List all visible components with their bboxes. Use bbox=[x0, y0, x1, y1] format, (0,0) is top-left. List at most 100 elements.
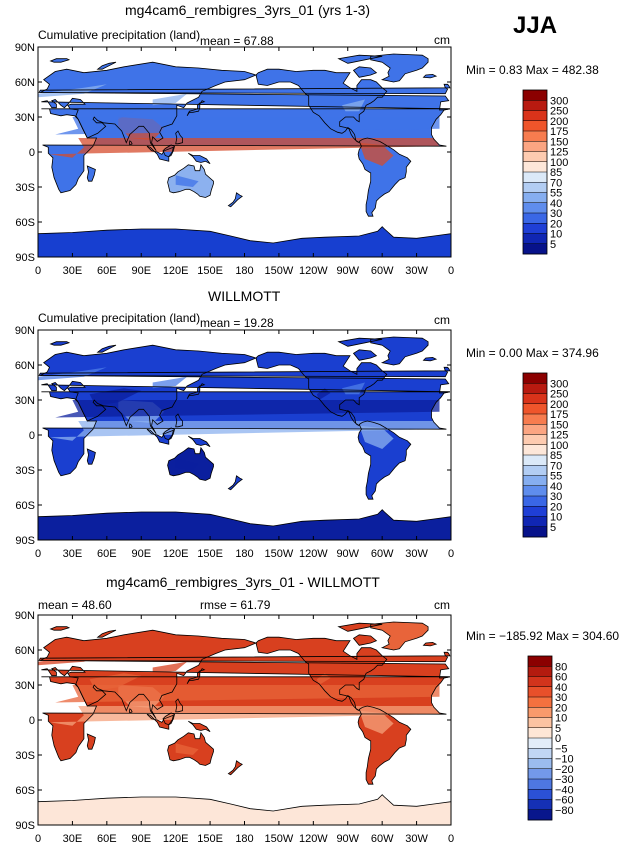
panel-2-title: WILLMOTT bbox=[208, 288, 281, 304]
colorbar-label: 10 bbox=[555, 713, 567, 725]
lat-tick-label: 30S bbox=[15, 465, 35, 477]
colorbar-swatch bbox=[523, 172, 547, 183]
lat-tick-label: 60S bbox=[15, 500, 35, 512]
colorbar-swatch bbox=[523, 403, 547, 415]
lon-tick-label: 30W bbox=[405, 265, 428, 277]
coastline-antarctica bbox=[38, 226, 451, 257]
lon-tick-label: 120E bbox=[163, 548, 189, 560]
colorbar-swatch bbox=[523, 393, 547, 405]
lat-tick-label: 0 bbox=[29, 147, 35, 159]
land-uk bbox=[39, 652, 450, 662]
coastline-uk bbox=[38, 83, 451, 95]
colorbar-swatch bbox=[523, 455, 547, 466]
field-region-arid bbox=[89, 673, 142, 691]
land-novaya bbox=[97, 62, 116, 70]
colorbar-label: −60 bbox=[555, 795, 574, 807]
colorbar-swatch bbox=[528, 686, 552, 698]
lon-tick-label: 150E bbox=[197, 548, 223, 560]
coastline-iceland bbox=[422, 356, 438, 362]
lon-tick-label: 60W bbox=[371, 548, 394, 560]
coastline-indonesia bbox=[146, 428, 174, 445]
field-region-arid bbox=[175, 175, 199, 187]
colorbar-swatch bbox=[528, 789, 552, 800]
colorbar-swatch bbox=[528, 666, 552, 677]
lat-tick-label: 30N bbox=[15, 112, 35, 124]
coastline-newguinea bbox=[188, 435, 211, 448]
lon-tick-label: 150W bbox=[265, 833, 294, 845]
colorbar-swatch bbox=[523, 100, 547, 111]
lat-tick-label: 90N bbox=[15, 610, 35, 622]
field-region-wet_tropics bbox=[49, 421, 440, 441]
lat-tick-label: 60N bbox=[15, 645, 35, 657]
lat-tick-label: 90S bbox=[15, 820, 35, 832]
coastline-svalbard bbox=[49, 626, 71, 631]
colorbar-label: 150 bbox=[550, 136, 568, 148]
colorbar-swatch bbox=[523, 120, 547, 132]
colorbar-swatch bbox=[523, 475, 547, 487]
colorbar-swatch bbox=[523, 110, 547, 122]
lon-tick-label: 60E bbox=[97, 265, 117, 277]
lon-tick-label: 180 bbox=[235, 265, 253, 277]
colorbar-swatch bbox=[523, 141, 547, 152]
coastline-newguinea bbox=[188, 152, 211, 165]
coastline-novaya bbox=[96, 344, 117, 353]
lon-tick-label: 120E bbox=[163, 265, 189, 277]
colorbar-label: 20 bbox=[550, 218, 562, 230]
colorbar-label: 100 bbox=[550, 157, 568, 169]
land-antarctica bbox=[38, 509, 451, 540]
lat-tick-label: 30S bbox=[15, 182, 35, 194]
field-region-mid bbox=[38, 84, 107, 98]
panel-1-minmax: Min = 0.83 Max = 482.38 bbox=[466, 63, 599, 77]
lon-tick-label: 180 bbox=[235, 833, 253, 845]
field-region-mid bbox=[342, 382, 365, 395]
colorbar-swatch bbox=[528, 768, 552, 780]
coastline-africa bbox=[41, 391, 450, 477]
coastline-newguinea bbox=[188, 720, 211, 733]
colorbar-label: −30 bbox=[555, 774, 574, 786]
lon-tick-label: 0 bbox=[35, 833, 41, 845]
colorbar-swatch bbox=[523, 223, 547, 234]
lon-tick-label: 120E bbox=[163, 833, 189, 845]
coastline-greenland bbox=[370, 336, 429, 366]
land-greenland bbox=[370, 337, 429, 365]
land-eurasia bbox=[40, 630, 450, 719]
field-region-arid bbox=[55, 117, 440, 135]
colorbar-label: 40 bbox=[550, 198, 562, 210]
colorbar-label: 55 bbox=[550, 188, 562, 200]
colorbar-swatch bbox=[523, 202, 547, 214]
coastline-borneo bbox=[162, 712, 175, 726]
colorbar-label: 55 bbox=[550, 471, 562, 483]
lon-tick-label: 150W bbox=[265, 265, 294, 277]
panel-1-mean: mean = 67.88 bbox=[200, 34, 274, 48]
coastline-namerica bbox=[255, 351, 388, 427]
coastline-uk bbox=[38, 366, 451, 378]
colorbar-label: 30 bbox=[555, 692, 567, 704]
coastline-baffin bbox=[352, 634, 378, 646]
lat-tick-label: 30N bbox=[15, 680, 35, 692]
colorbar-label: 100 bbox=[550, 440, 568, 452]
lon-tick-label: 0 bbox=[35, 265, 41, 277]
field-region-arid bbox=[55, 400, 440, 418]
coastline-antarctica bbox=[38, 794, 451, 825]
colorbar-label: 20 bbox=[555, 702, 567, 714]
lon-tick-label: 150E bbox=[197, 265, 223, 277]
field-region-arid bbox=[316, 388, 331, 400]
lon-tick-label: 90E bbox=[131, 833, 151, 845]
lon-tick-label: 0 bbox=[448, 548, 454, 560]
colorbar-label: 5 bbox=[550, 522, 556, 534]
colorbar-swatch bbox=[523, 444, 547, 456]
lon-tick-label: 60E bbox=[97, 548, 117, 560]
colorbar-label: 250 bbox=[550, 389, 568, 401]
colorbar-label: 150 bbox=[550, 419, 568, 431]
colorbar-swatch bbox=[523, 161, 547, 173]
coastline-iceland bbox=[422, 73, 438, 79]
panel-2-mean: mean = 19.28 bbox=[200, 316, 274, 330]
colorbar-swatch bbox=[523, 233, 547, 245]
colorbar-swatch bbox=[523, 414, 547, 425]
coastline-ellesmere bbox=[337, 622, 383, 632]
lat-tick-label: 90S bbox=[15, 535, 35, 547]
land-eurasia bbox=[40, 62, 450, 151]
